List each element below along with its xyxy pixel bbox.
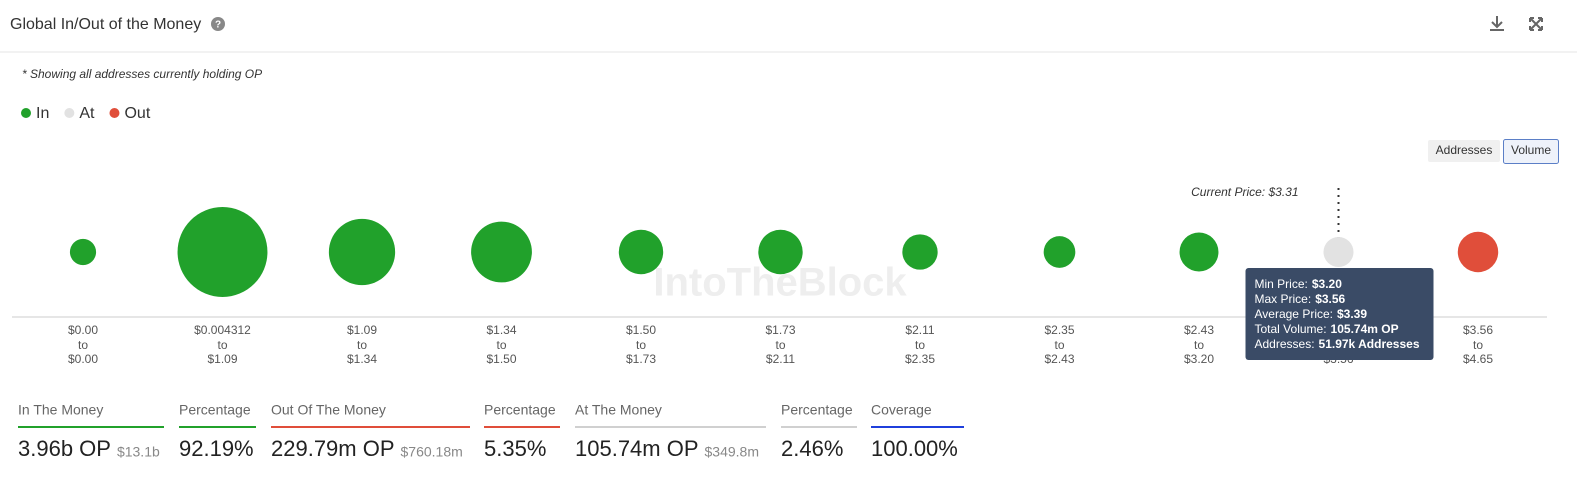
download-icon[interactable] bbox=[1490, 16, 1504, 31]
tooltip-label: Average Price: bbox=[1255, 307, 1334, 321]
current-price-label: Current Price: $3.31 bbox=[1191, 185, 1298, 199]
stat-label: At The Money bbox=[575, 402, 662, 418]
bubble bbox=[328, 218, 396, 286]
stat-sub: $13.1b bbox=[117, 444, 160, 460]
x-tick-label: to bbox=[78, 338, 88, 352]
toggle-addresses[interactable] bbox=[1428, 140, 1500, 162]
x-tick-label: $2.11 bbox=[905, 323, 934, 337]
x-tick-label: to bbox=[636, 338, 646, 352]
x-tick-label: $1.73 bbox=[765, 323, 795, 337]
x-tick-label: $3.20 bbox=[1184, 352, 1214, 366]
note: * Showing all addresses currently holdin… bbox=[22, 67, 262, 81]
tooltip-label: Addresses: bbox=[1255, 337, 1315, 351]
legend-label: In bbox=[36, 105, 49, 122]
x-tick-label: $1.50 bbox=[626, 323, 656, 337]
tooltip-value: 105.74m OP bbox=[1331, 322, 1399, 336]
stat-value: 100.00% bbox=[871, 436, 958, 461]
legend-swatch bbox=[64, 108, 75, 118]
fullscreen-icon[interactable] bbox=[1529, 17, 1543, 31]
stat-label: Out Of The Money bbox=[271, 402, 386, 418]
x-tick-label: $0.00 bbox=[68, 323, 98, 337]
stat-value: 5.35% bbox=[484, 436, 546, 461]
legend-swatch bbox=[109, 108, 120, 118]
bubble bbox=[1043, 236, 1076, 268]
x-tick-label: to bbox=[357, 338, 367, 352]
x-tick-label: $2.11 bbox=[766, 352, 795, 366]
legend-label: Out bbox=[124, 105, 150, 122]
x-tick-label: $0.004312 bbox=[194, 323, 251, 337]
tooltip-value: $3.56 bbox=[1315, 292, 1345, 306]
tooltip-value: $3.20 bbox=[1312, 277, 1342, 291]
tooltip-row: Total Volume: 105.74m OP bbox=[1255, 322, 1399, 336]
svg-text:?: ? bbox=[215, 20, 221, 31]
stat-value: 3.96b OP bbox=[18, 436, 111, 461]
toggle-label: Volume bbox=[1511, 143, 1551, 157]
stat-label: Percentage bbox=[781, 402, 853, 418]
stat-label: Percentage bbox=[179, 402, 251, 418]
tooltip-row: Min Price: $3.20 bbox=[1255, 277, 1343, 291]
stat-sub: $760.18m bbox=[401, 444, 463, 460]
x-tick-label: to bbox=[1473, 338, 1483, 352]
x-tick-label: to bbox=[217, 338, 227, 352]
x-tick-label: $2.43 bbox=[1044, 352, 1074, 366]
tooltip-row: Addresses: 51.97k Addresses bbox=[1255, 337, 1420, 351]
x-tick-label: $2.35 bbox=[905, 352, 935, 366]
bubble bbox=[471, 221, 532, 283]
bubble bbox=[1323, 236, 1354, 268]
bubble bbox=[177, 207, 268, 297]
x-tick-label: $1.09 bbox=[347, 323, 377, 337]
bubble bbox=[758, 229, 803, 275]
stat-value: 105.74m OP bbox=[575, 436, 699, 461]
tooltip-label: Max Price: bbox=[1255, 292, 1312, 306]
x-tick-label: $0.00 bbox=[68, 352, 98, 366]
bubble bbox=[902, 234, 938, 270]
stat-label: In The Money bbox=[18, 402, 103, 418]
tooltip-label: Min Price: bbox=[1255, 277, 1308, 291]
x-tick-label: to bbox=[1194, 338, 1204, 352]
x-tick-label: $1.50 bbox=[486, 352, 516, 366]
legend-swatch bbox=[21, 108, 31, 118]
x-tick-label: $1.34 bbox=[486, 323, 516, 337]
toggle-label: Addresses bbox=[1436, 143, 1493, 157]
x-tick-label: $1.73 bbox=[626, 352, 656, 366]
x-tick-label: $4.65 bbox=[1463, 352, 1493, 366]
tooltip-row: Average Price: $3.39 bbox=[1255, 307, 1368, 321]
tooltip-value: $3.39 bbox=[1337, 307, 1367, 321]
tooltip-box bbox=[1245, 268, 1434, 360]
x-tick-label: $2.43 bbox=[1184, 323, 1214, 337]
x-tick-label: to bbox=[915, 338, 925, 352]
stat-value: 2.46% bbox=[781, 436, 843, 461]
tooltip-row: Max Price: $3.56 bbox=[1255, 292, 1346, 306]
bubble bbox=[1457, 231, 1499, 273]
x-tick-label: $3.56 bbox=[1463, 323, 1493, 337]
stat-sub: $349.8m bbox=[705, 444, 759, 460]
toggle-volume[interactable] bbox=[1503, 139, 1559, 164]
help-icon[interactable]: ? bbox=[211, 17, 225, 31]
stat-value: 92.19% bbox=[179, 436, 254, 461]
legend-label: At bbox=[79, 105, 95, 122]
x-tick-label: to bbox=[496, 338, 506, 352]
x-tick-label: $2.35 bbox=[1044, 323, 1074, 337]
bubble bbox=[1179, 232, 1219, 272]
title: Global In/Out of the Money bbox=[10, 16, 201, 33]
x-tick-label: $1.09 bbox=[207, 352, 237, 366]
stat-label: Coverage bbox=[871, 402, 932, 418]
stat-label: Percentage bbox=[484, 402, 556, 418]
x-tick-label: to bbox=[775, 338, 785, 352]
x-tick-label: $1.34 bbox=[347, 352, 377, 366]
bubble bbox=[69, 238, 97, 266]
x-tick-label: to bbox=[1054, 338, 1064, 352]
stat-value: 229.79m OP bbox=[271, 436, 395, 461]
tooltip-label: Total Volume: bbox=[1255, 322, 1327, 336]
tooltip-value: 51.97k Addresses bbox=[1319, 337, 1420, 351]
bubble bbox=[618, 229, 664, 275]
